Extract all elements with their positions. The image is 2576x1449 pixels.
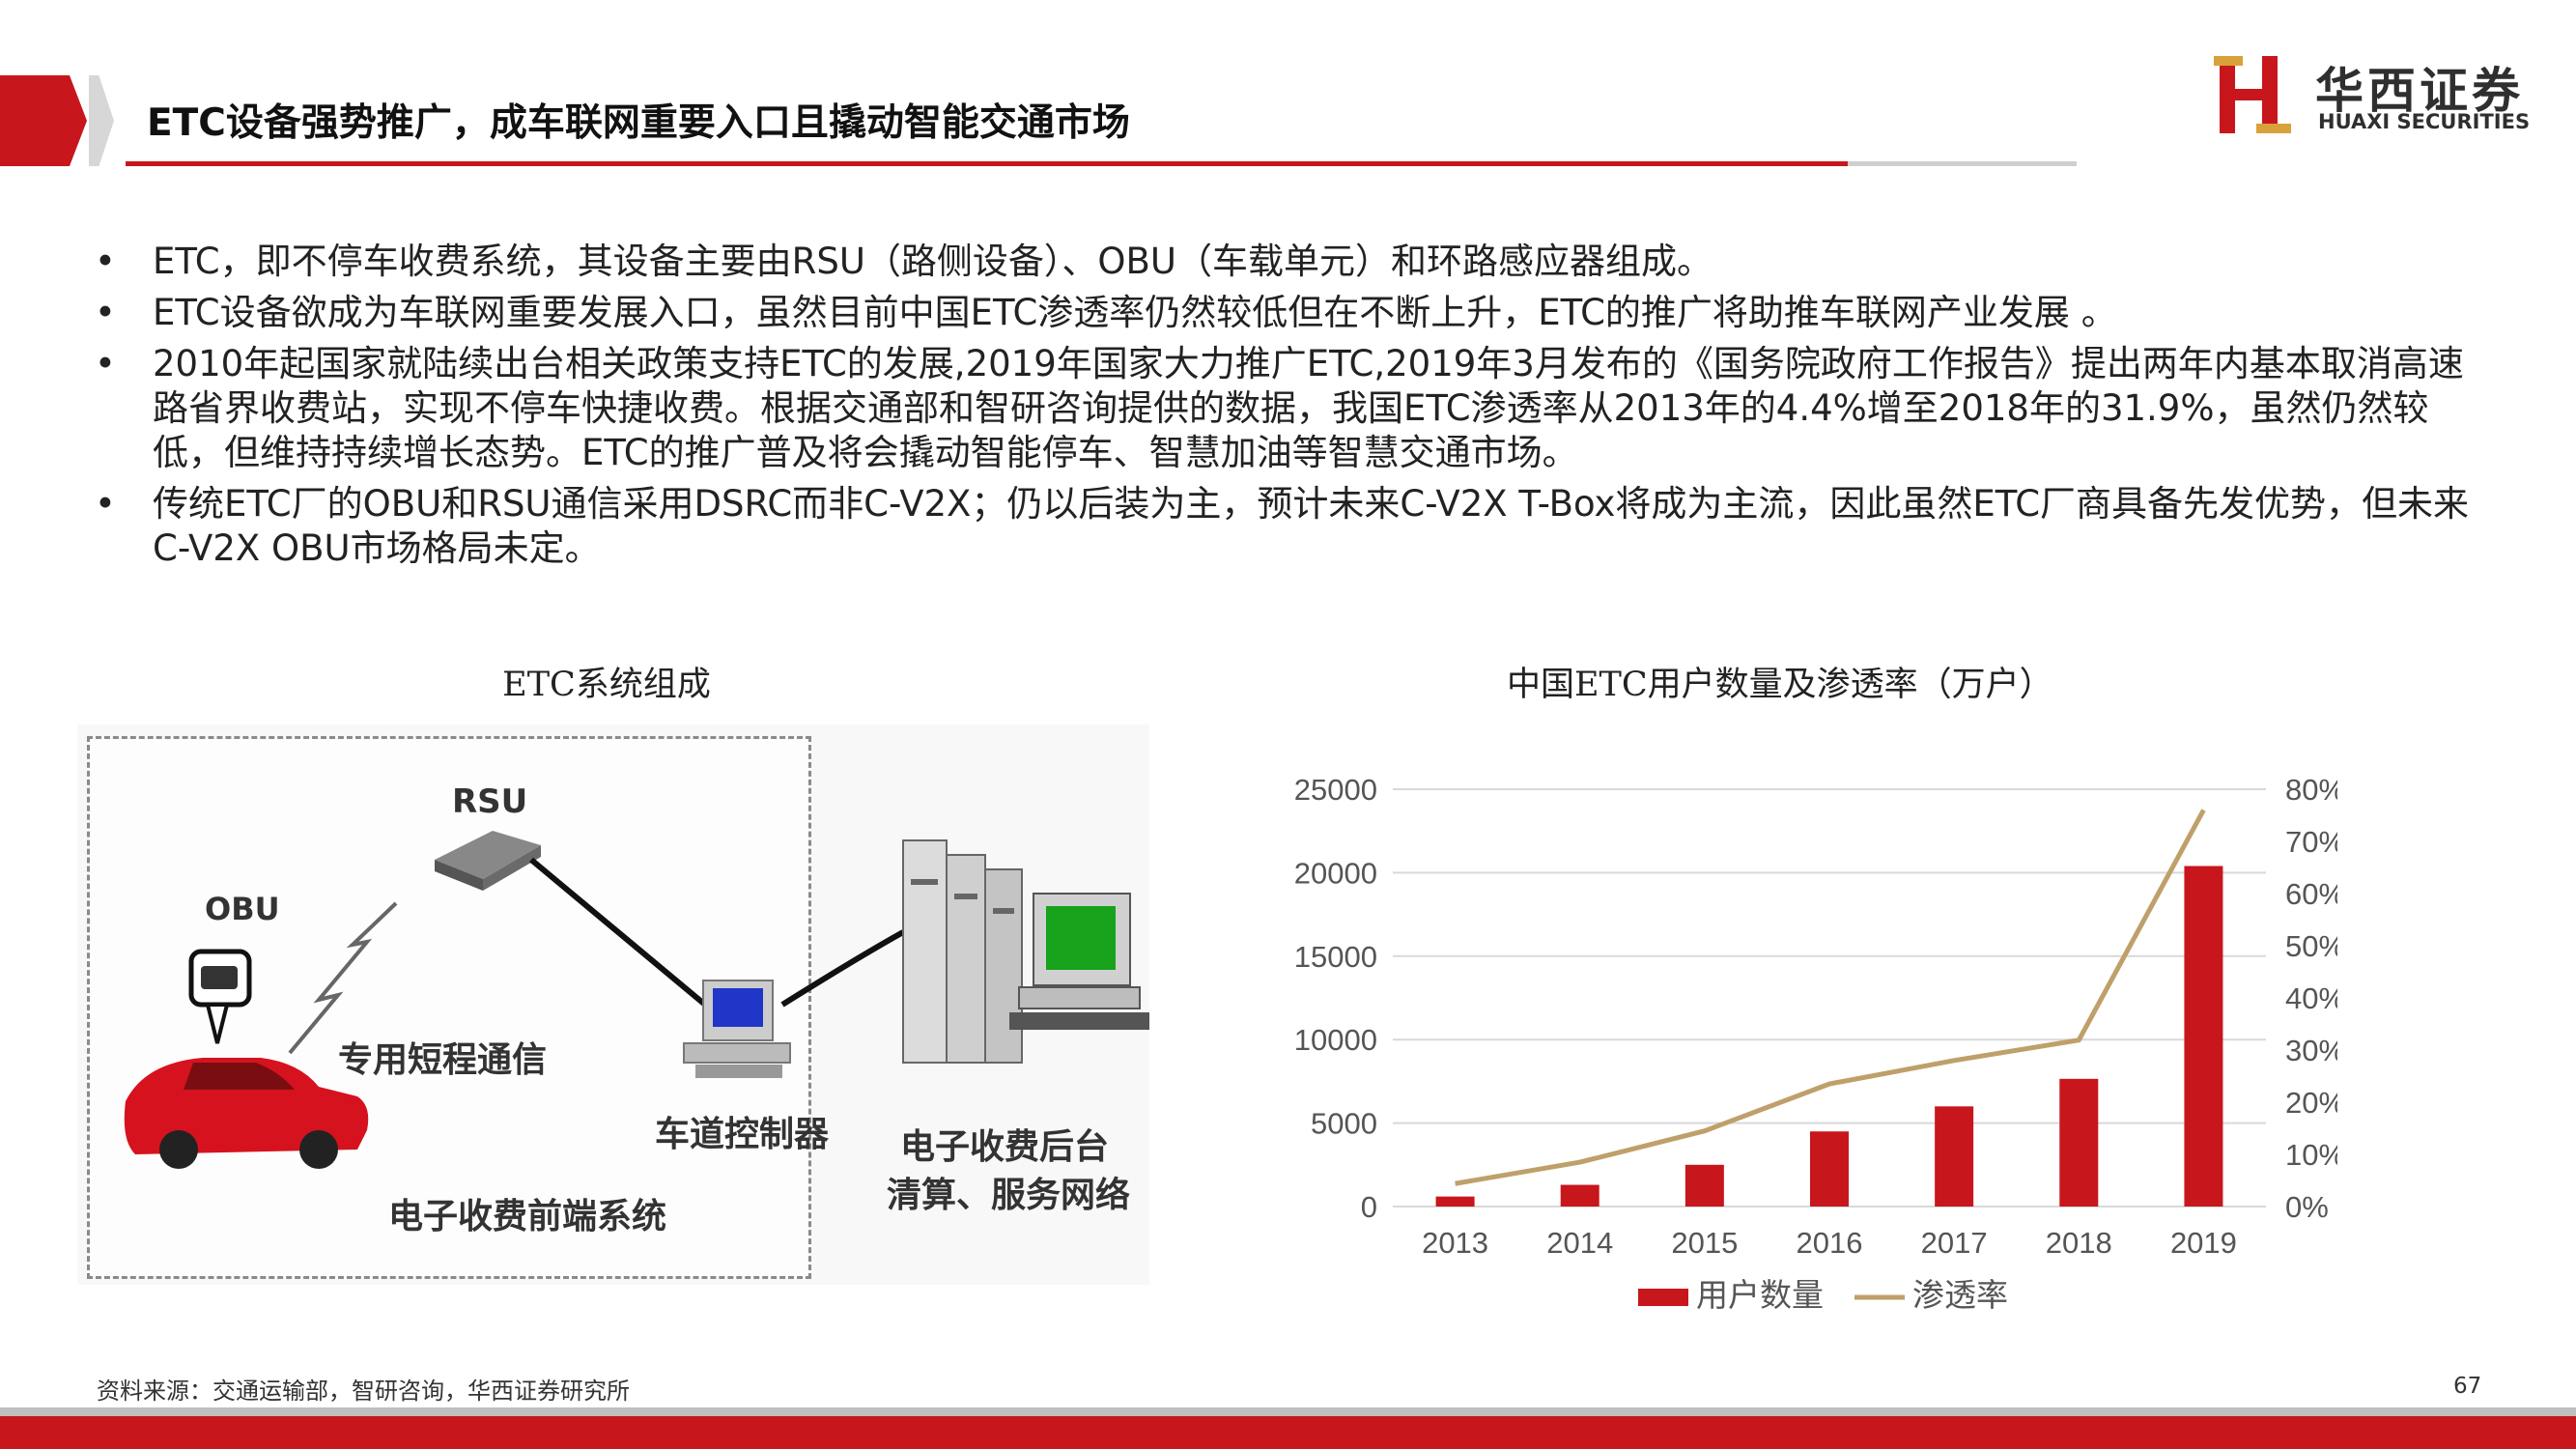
lane-controller-icon <box>683 980 791 1078</box>
bar-users <box>1560 1184 1599 1207</box>
obu-callout-icon <box>188 949 252 1044</box>
bullet-list: • ETC，即不停车收费系统，其设备主要由RSU（路侧设备）、OBU（车载单元）和… <box>95 240 2480 578</box>
x-tick-label: 2018 <box>2046 1226 2112 1260</box>
y-left-tick-label: 20000 <box>1294 856 1377 890</box>
header-red-tab <box>0 75 87 166</box>
title-underline-grey <box>1848 161 2077 166</box>
lane-controller-label: 车道控制器 <box>655 1115 830 1154</box>
x-tick-label: 2017 <box>1921 1226 1988 1260</box>
y-left-tick-label: 25000 <box>1294 773 1377 807</box>
bullet-marker: • <box>95 241 116 282</box>
y-left-tick-label: 5000 <box>1311 1107 1377 1141</box>
bar-users <box>2059 1078 2099 1207</box>
x-tick-label: 2015 <box>1671 1226 1738 1260</box>
y-right-tick-label: 30% <box>2285 1034 2337 1067</box>
rsu-cable <box>529 857 707 1008</box>
bullet-item: • 传统ETC厂的OBU和RSU通信采用DSRC而非C-V2X；仍以后装为主，预计… <box>95 483 2470 569</box>
legend-swatch-users <box>1638 1289 1688 1306</box>
chart-title: 中国ETC用户数量及渗透率（万户） <box>1507 666 2053 704</box>
bullet-marker: • <box>95 343 116 384</box>
y-left-tick-label: 15000 <box>1294 940 1377 974</box>
backend-label-line1: 电子收费后台 <box>900 1127 1110 1167</box>
bar-users <box>1684 1164 1724 1207</box>
header-grey-tab <box>89 75 114 166</box>
backend-label-line2: 清算、服务网络 <box>887 1176 1131 1215</box>
car-icon <box>124 1058 369 1169</box>
backend-terminal-icon <box>1009 893 1149 1030</box>
logo-english-name: HUAXI SECURITIES <box>2318 110 2531 133</box>
footer-grey-band <box>0 1407 2576 1416</box>
y-right-tick-label: 70% <box>2285 825 2337 859</box>
backend-cable <box>780 929 905 1008</box>
bar-users <box>1935 1106 1974 1207</box>
wireless-signal-icon <box>288 901 398 1055</box>
y-right-tick-label: 10% <box>2285 1138 2337 1172</box>
rsu-device-icon <box>435 831 541 891</box>
line-penetration <box>1455 809 2206 1186</box>
huaxi-logo-icon <box>2214 56 2291 133</box>
backend-server-icon <box>902 839 1023 1064</box>
page-number: 67 <box>2453 1374 2482 1399</box>
footer-red-band <box>0 1416 2576 1449</box>
x-tick-label: 2014 <box>1546 1226 1613 1260</box>
y-right-tick-label: 0% <box>2285 1190 2329 1224</box>
y-left-tick-label: 10000 <box>1294 1023 1377 1057</box>
bullet-item: • ETC设备欲成为车联网重要发展入口，虽然目前中国ETC渗透率仍然较低但在不断上… <box>95 292 2117 333</box>
etc-system-diagram: RSU OBU 专用短程通信 车道控制器 电子收费后台 清算、服务网络 电子收费… <box>77 724 1149 1285</box>
y-left-tick-label: 0 <box>1361 1190 1377 1224</box>
etc-users-penetration-chart: 0 5000 10000 15000 20000 25000 0% 10% 20% 30% 40% 5… <box>1294 773 2337 1314</box>
source-note: 资料来源：交通运输部，智研咨询，华西证券研究所 <box>97 1378 630 1405</box>
bar-users <box>2184 866 2223 1207</box>
bullet-item: • 2010年起国家就陆续出台相关政策支持ETC的发展,2019年国家大力推广ET… <box>95 343 2464 473</box>
x-tick-label: 2013 <box>1422 1226 1488 1260</box>
diagram-graphics <box>124 831 1149 1169</box>
rsu-label: RSU <box>452 782 528 821</box>
y-right-tick-label: 80% <box>2285 773 2337 807</box>
x-tick-label: 2016 <box>1797 1226 1863 1260</box>
title-underline-red <box>126 161 1848 166</box>
logo-chinese-name: 华西证券 <box>2315 62 2524 119</box>
diagram-caption: ETC系统组成 <box>502 666 711 704</box>
bar-users <box>1810 1131 1849 1207</box>
obu-label: OBU <box>205 891 280 927</box>
y-right-tick-label: 20% <box>2285 1086 2337 1120</box>
y-right-tick-label: 60% <box>2285 877 2337 911</box>
bullet-item: • ETC，即不停车收费系统，其设备主要由RSU（路侧设备）、OBU（车载单元）和… <box>95 241 1713 282</box>
bar-users <box>1435 1196 1475 1207</box>
frontend-system-label: 电子收费前端系统 <box>388 1197 667 1236</box>
legend-label-penetration: 渗透率 <box>1912 1276 2008 1314</box>
bullet-marker: • <box>95 483 116 525</box>
x-tick-label: 2019 <box>2170 1226 2237 1260</box>
y-right-tick-label: 50% <box>2285 929 2337 963</box>
dsrc-label: 专用短程通信 <box>338 1040 548 1080</box>
y-right-tick-label: 40% <box>2285 981 2337 1015</box>
legend-label-users: 用户数量 <box>1696 1276 1824 1314</box>
bullet-marker: • <box>95 292 116 333</box>
page-title: ETC设备强势推广，成车联网重要入口且撬动智能交通市场 <box>147 101 1130 145</box>
